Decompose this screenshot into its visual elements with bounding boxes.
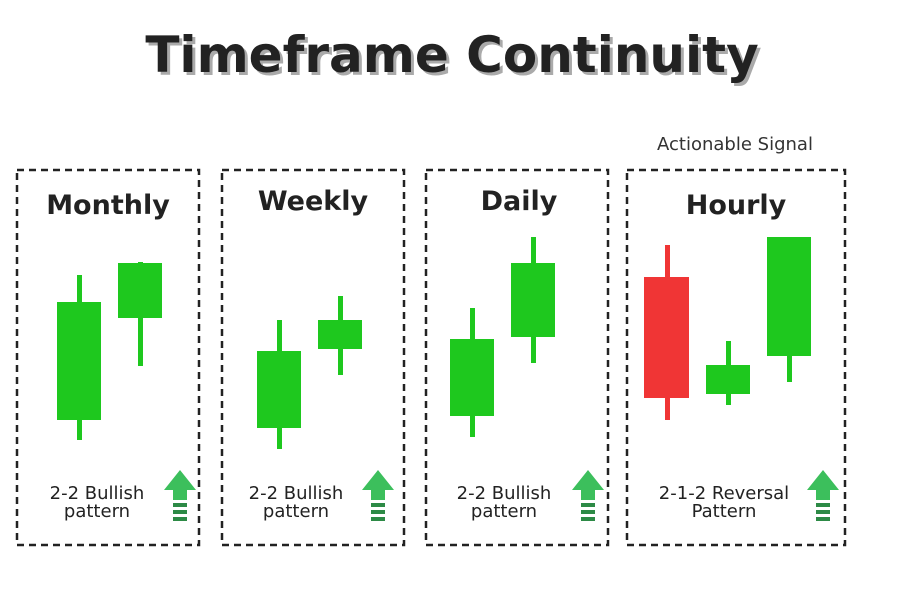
candle <box>257 351 301 428</box>
candle <box>318 320 362 349</box>
panel: Weekly 2-2 Bullish pattern <box>220 168 406 547</box>
up-arrow <box>362 470 394 521</box>
pattern-label: Pattern <box>692 501 757 522</box>
panel: Monthly 2-2 Bullish pattern <box>15 168 201 547</box>
up-arrow <box>807 470 839 521</box>
panel: Daily 2-2 Bullish pattern <box>424 168 610 547</box>
candle <box>118 263 162 318</box>
up-arrow <box>164 470 196 521</box>
signal-label: Actionable Signal <box>657 134 813 155</box>
panel-border <box>424 168 610 547</box>
candle <box>511 263 555 337</box>
title: Timeframe Continuity <box>145 26 758 84</box>
panel: Hourly 2-1-2 Reversal Pattern <box>625 168 847 547</box>
pattern-label: 2-2 Bullish <box>457 483 552 504</box>
panel-border <box>15 168 201 547</box>
title-shadow: Timeframe Continuity <box>148 29 761 87</box>
candle <box>57 302 101 420</box>
panel-title: Hourly <box>686 190 787 221</box>
pattern-label: pattern <box>471 501 537 522</box>
candle <box>706 365 750 394</box>
panel-title: Daily <box>481 186 558 217</box>
candle <box>644 277 689 398</box>
pattern-label: pattern <box>64 501 130 522</box>
panel-title: Monthly <box>46 190 170 221</box>
pattern-label: 2-2 Bullish <box>50 483 145 504</box>
pattern-label: 2-2 Bullish <box>249 483 344 504</box>
panel-border <box>625 168 847 547</box>
pattern-label: 2-1-2 Reversal <box>659 483 789 504</box>
pattern-label: pattern <box>263 501 329 522</box>
up-arrow <box>572 470 604 521</box>
panel-title: Weekly <box>258 186 369 217</box>
panel-border <box>220 168 406 547</box>
candle <box>767 237 811 356</box>
candle <box>450 339 494 416</box>
